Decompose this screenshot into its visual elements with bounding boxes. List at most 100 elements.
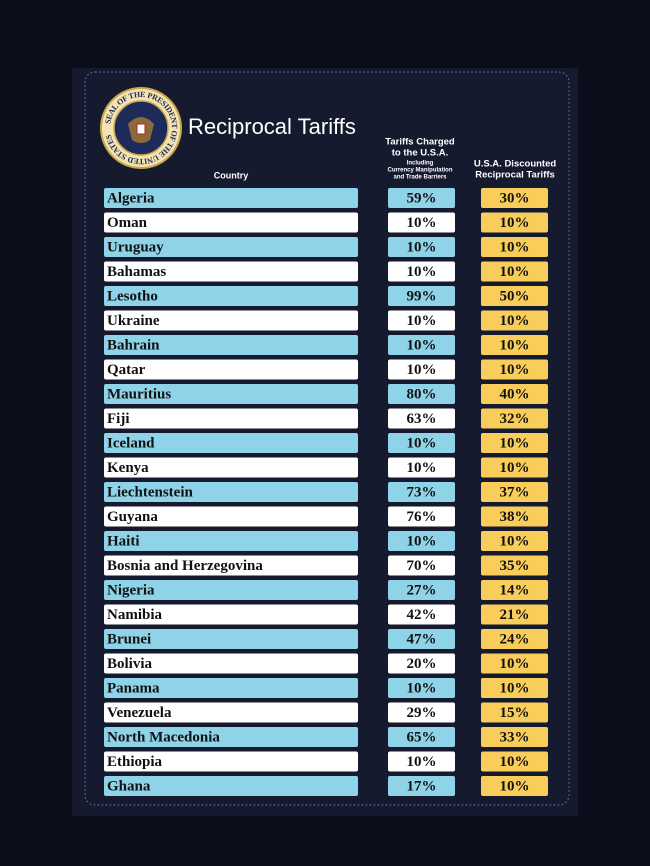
country-name: Liechtenstein bbox=[107, 484, 193, 500]
discounted-cell bbox=[481, 261, 548, 282]
charged-value: 10% bbox=[407, 533, 437, 549]
charged-cell bbox=[388, 212, 455, 233]
discounted-cell bbox=[481, 580, 548, 600]
charged-value: 65% bbox=[407, 729, 437, 745]
country-name: Bosnia and Herzegovina bbox=[107, 558, 263, 574]
discounted-value: 10% bbox=[500, 533, 530, 549]
charged-cell bbox=[388, 359, 455, 380]
country-name: Nigeria bbox=[107, 582, 155, 598]
seal: SEAL OF THE PRESIDENT OF THE UNITED STAT… bbox=[100, 87, 182, 169]
charged-value: 99% bbox=[407, 288, 437, 304]
discounted-value: 10% bbox=[500, 264, 530, 280]
country-cell bbox=[104, 482, 358, 502]
country-name: Algeria bbox=[107, 190, 155, 206]
country-name: Fiji bbox=[107, 411, 130, 427]
country-name: Haiti bbox=[107, 533, 140, 549]
country-cell bbox=[104, 531, 358, 551]
discounted-cell bbox=[481, 727, 548, 747]
country-name: Qatar bbox=[107, 362, 146, 378]
charged-value: 17% bbox=[407, 778, 437, 794]
charged-value: 73% bbox=[407, 484, 437, 500]
charged-cell bbox=[388, 433, 455, 453]
charged-cell bbox=[388, 629, 455, 649]
country-cell bbox=[104, 286, 358, 306]
country-cell bbox=[104, 359, 358, 380]
country-cell bbox=[104, 751, 358, 772]
charged-value: 47% bbox=[407, 631, 437, 647]
charged-cell bbox=[388, 727, 455, 747]
charged-value: 76% bbox=[407, 509, 437, 525]
country-name: Ethiopia bbox=[107, 754, 163, 770]
charged-value: 29% bbox=[407, 705, 437, 721]
charged-value: 59% bbox=[407, 190, 437, 206]
country-cell bbox=[104, 212, 358, 233]
discounted-cell bbox=[481, 286, 548, 306]
discounted-value: 33% bbox=[500, 729, 530, 745]
discounted-value: 38% bbox=[500, 509, 530, 525]
country-name: Panama bbox=[107, 680, 160, 696]
country-cell bbox=[104, 261, 358, 282]
discounted-cell bbox=[481, 555, 548, 576]
country-cell bbox=[104, 678, 358, 698]
charged-cell bbox=[388, 653, 455, 674]
discounted-value: 35% bbox=[500, 558, 530, 574]
country-name: Guyana bbox=[107, 509, 158, 525]
country-name: Bahrain bbox=[107, 337, 160, 353]
col-header-note: and Trade Barriers bbox=[393, 175, 447, 181]
col-header-charged: Tariffs Charged bbox=[385, 137, 455, 148]
charged-cell bbox=[388, 580, 455, 600]
charged-cell bbox=[388, 555, 455, 576]
charged-value: 10% bbox=[407, 754, 437, 770]
discounted-cell bbox=[481, 384, 548, 404]
charged-cell bbox=[388, 776, 455, 796]
country-cell bbox=[104, 727, 358, 747]
country-cell bbox=[104, 580, 358, 600]
charged-cell bbox=[388, 457, 455, 478]
charged-value: 42% bbox=[407, 607, 437, 623]
discounted-value: 21% bbox=[500, 607, 530, 623]
charged-cell bbox=[388, 335, 455, 355]
charged-cell bbox=[388, 286, 455, 306]
country-cell bbox=[104, 384, 358, 404]
country-cell bbox=[104, 457, 358, 478]
country-cell bbox=[104, 702, 358, 723]
discounted-cell bbox=[481, 310, 548, 331]
discounted-value: 24% bbox=[500, 631, 530, 647]
discounted-value: 10% bbox=[500, 435, 530, 451]
discounted-value: 10% bbox=[500, 656, 530, 672]
charged-cell bbox=[388, 482, 455, 502]
country-name: Namibia bbox=[107, 607, 163, 623]
country-name: Oman bbox=[107, 215, 148, 231]
panel-border bbox=[84, 71, 570, 806]
discounted-cell bbox=[481, 237, 548, 257]
country-cell bbox=[104, 776, 358, 796]
discounted-cell bbox=[481, 457, 548, 478]
charged-cell bbox=[388, 310, 455, 331]
discounted-value: 32% bbox=[500, 411, 530, 427]
charged-cell bbox=[388, 751, 455, 772]
country-cell bbox=[104, 555, 358, 576]
col-header-note: Currency Manipulation bbox=[387, 168, 452, 174]
discounted-cell bbox=[481, 751, 548, 772]
charged-value: 27% bbox=[407, 582, 437, 598]
discounted-value: 10% bbox=[500, 313, 530, 329]
discounted-value: 40% bbox=[500, 386, 530, 402]
charged-value: 10% bbox=[407, 680, 437, 696]
charged-value: 10% bbox=[407, 239, 437, 255]
country-cell bbox=[104, 629, 358, 649]
discounted-value: 10% bbox=[500, 778, 530, 794]
discounted-cell bbox=[481, 408, 548, 429]
charged-cell bbox=[388, 188, 455, 208]
discounted-value: 15% bbox=[500, 705, 530, 721]
charged-value: 10% bbox=[407, 362, 437, 378]
charged-cell bbox=[388, 531, 455, 551]
discounted-value: 10% bbox=[500, 215, 530, 231]
charged-cell bbox=[388, 702, 455, 723]
country-name: Brunei bbox=[107, 631, 151, 647]
discounted-cell bbox=[481, 506, 548, 527]
col-header-discounted: Reciprocal Tariffs bbox=[475, 170, 555, 181]
country-name: Ghana bbox=[107, 778, 151, 794]
col-header-country: Country bbox=[214, 170, 249, 180]
discounted-cell bbox=[481, 212, 548, 233]
